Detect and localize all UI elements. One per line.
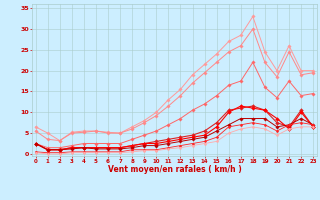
X-axis label: Vent moyen/en rafales ( km/h ): Vent moyen/en rafales ( km/h ) <box>108 165 241 174</box>
